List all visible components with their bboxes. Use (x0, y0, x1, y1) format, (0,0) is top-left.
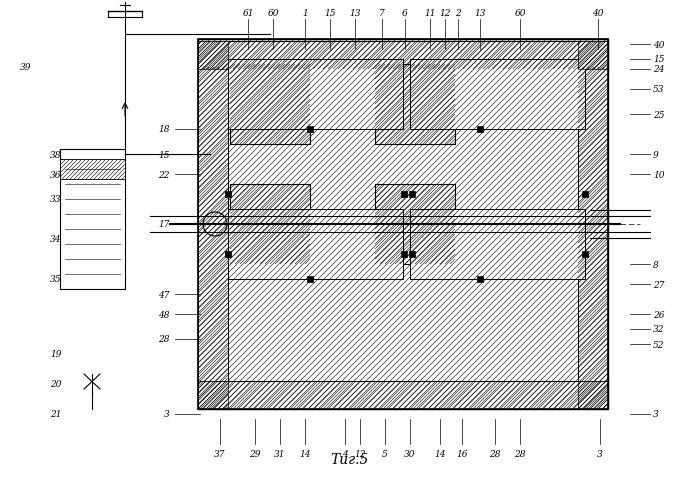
Text: 29: 29 (250, 449, 261, 458)
Text: 39: 39 (20, 63, 31, 72)
Text: 26: 26 (653, 310, 665, 319)
Text: 2: 2 (455, 9, 461, 18)
Text: 32: 32 (653, 325, 665, 334)
Bar (307, 127, 313, 133)
Text: 16: 16 (456, 449, 468, 458)
Text: 53: 53 (653, 85, 665, 94)
Text: 18: 18 (159, 125, 170, 134)
Bar (230, 65, 310, 144)
Text: 9: 9 (653, 150, 658, 159)
Text: 13: 13 (350, 9, 361, 18)
Bar (230, 65, 310, 144)
Text: 38: 38 (50, 150, 62, 159)
Bar (220, 55, 590, 394)
Bar (401, 252, 407, 257)
Text: 60: 60 (267, 9, 279, 18)
Text: 52: 52 (653, 340, 665, 349)
Bar (477, 127, 483, 133)
Text: 10: 10 (653, 170, 665, 179)
Text: 24: 24 (653, 65, 665, 74)
Bar (225, 252, 231, 257)
Bar (198, 42, 228, 70)
Text: 15: 15 (159, 150, 170, 159)
Text: 6: 6 (402, 9, 408, 18)
Bar (401, 192, 407, 198)
Text: 4: 4 (342, 449, 348, 458)
Text: 34: 34 (50, 235, 62, 244)
Text: 40: 40 (653, 40, 665, 49)
Text: 28: 28 (159, 335, 170, 344)
Text: 3: 3 (164, 409, 170, 419)
Text: 61: 61 (243, 9, 254, 18)
Text: 25: 25 (653, 110, 665, 119)
Bar (230, 185, 310, 264)
Text: 27: 27 (653, 280, 665, 289)
Bar (578, 42, 608, 70)
Bar (409, 192, 415, 198)
Text: 60: 60 (514, 9, 526, 18)
Bar (375, 185, 455, 264)
Text: 3: 3 (653, 409, 658, 419)
Text: 15: 15 (324, 9, 336, 18)
Text: 7: 7 (379, 9, 385, 18)
Text: 31: 31 (274, 449, 286, 458)
Bar (198, 381, 608, 409)
Bar (228, 60, 403, 130)
Bar (582, 252, 588, 257)
Bar (578, 381, 608, 409)
Text: Τиг.5: Τиг.5 (331, 452, 369, 466)
Bar (375, 65, 455, 144)
Text: 19: 19 (50, 350, 62, 359)
Text: 13: 13 (474, 9, 486, 18)
Text: 14: 14 (434, 449, 446, 458)
Text: 20: 20 (50, 380, 62, 389)
Text: 22: 22 (159, 170, 170, 179)
Bar (409, 252, 415, 257)
Bar (375, 185, 455, 264)
Text: 11: 11 (424, 9, 435, 18)
Text: 1: 1 (302, 9, 308, 18)
Bar (198, 40, 608, 409)
Text: 28: 28 (514, 449, 526, 458)
Text: 15: 15 (653, 55, 665, 64)
Bar (198, 42, 608, 70)
Text: 47: 47 (159, 290, 170, 299)
Bar (410, 60, 585, 130)
Text: 12: 12 (439, 9, 451, 18)
Text: 33: 33 (50, 195, 62, 204)
Bar (60, 160, 125, 180)
Text: 40: 40 (592, 9, 604, 18)
Bar (228, 210, 403, 279)
Bar (582, 192, 588, 198)
Bar (578, 68, 608, 381)
Text: 14: 14 (299, 449, 311, 458)
Text: 5: 5 (382, 449, 388, 458)
Bar (198, 381, 228, 409)
Text: 28: 28 (489, 449, 500, 458)
Text: 3: 3 (597, 449, 603, 458)
Text: 21: 21 (50, 409, 62, 419)
Text: 35: 35 (50, 275, 62, 284)
Bar (477, 276, 483, 282)
Bar (60, 150, 125, 289)
Bar (410, 210, 585, 279)
Bar (230, 185, 310, 264)
Bar (225, 192, 231, 198)
Bar (307, 276, 313, 282)
Text: 12: 12 (354, 449, 366, 458)
Text: 17: 17 (159, 220, 170, 229)
Bar (198, 68, 228, 381)
Text: 36: 36 (50, 170, 62, 179)
Text: 8: 8 (653, 260, 658, 269)
Text: 37: 37 (215, 449, 226, 458)
Bar (198, 40, 608, 409)
Text: 48: 48 (159, 310, 170, 319)
Bar (375, 65, 455, 144)
Text: 30: 30 (404, 449, 416, 458)
